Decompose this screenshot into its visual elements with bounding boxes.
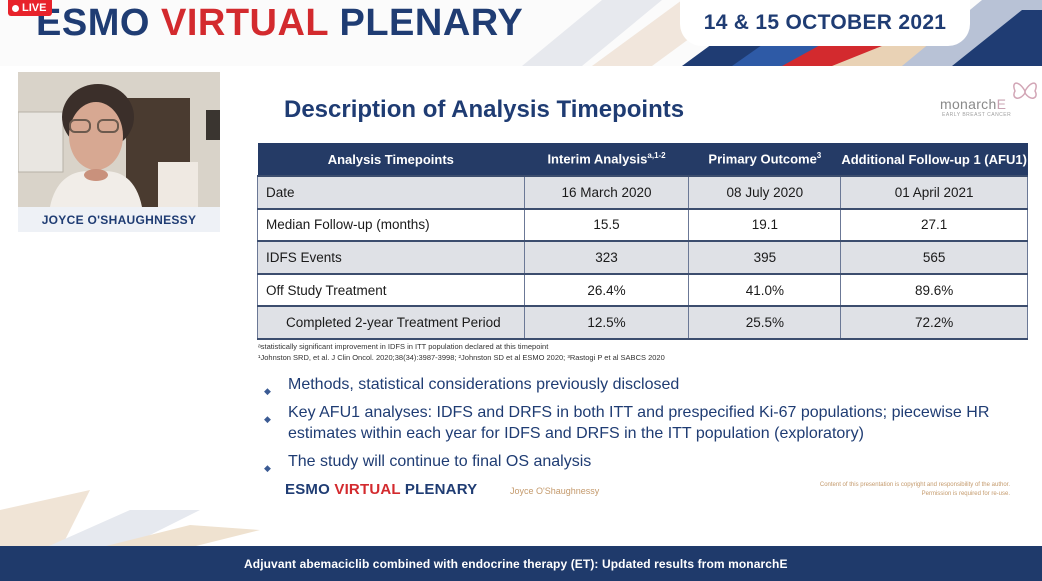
copyright-line: Content of this presentation is copyrigh… [819, 482, 1010, 488]
event-title-virtual: VIRTUAL [160, 2, 329, 44]
footer-brand-esmo: ESMO [285, 481, 330, 498]
table-cell: 26.4% [523, 272, 690, 308]
event-title-esmo: ESMO [36, 2, 150, 44]
row-label: Date [257, 175, 525, 210]
table-row: IDFS Events 323 395 565 [257, 240, 1028, 275]
table-cell: 395 [688, 240, 842, 275]
caption-text: Adjuvant abemaciclib combined with endoc… [244, 556, 788, 571]
table-cell: 25.5% [688, 305, 842, 340]
brand-name-e: E [996, 96, 1007, 112]
slide-footer-brand: ESMO VIRTUAL PLENARY [285, 481, 477, 498]
bullet-item: ◆ Methods, statistical considerations pr… [262, 374, 1002, 396]
bullet-diamond-icon: ◆ [264, 463, 271, 473]
table-cell: 19.1 [688, 207, 842, 243]
event-header: LIVE ESMO VIRTUAL PLENARY 14 & 15 OCTOBE… [0, 0, 1042, 66]
speaker-portrait [18, 72, 220, 207]
table-header-cell: Additional Follow-up 1 (AFU1) [840, 143, 1028, 176]
caption-bar: Adjuvant abemaciclib combined with endoc… [0, 546, 1042, 581]
bullet-text: Methods, statistical considerations prev… [288, 376, 680, 393]
speaker-video [18, 72, 220, 207]
footer-brand-plenary: PLENARY [404, 481, 478, 498]
bullet-diamond-icon: ◆ [264, 386, 271, 396]
table-cell: 89.6% [840, 272, 1028, 308]
table-row: Completed 2-year Treatment Period 12.5% … [257, 305, 1028, 340]
event-title-plenary: PLENARY [339, 2, 524, 44]
table-cell: 323 [523, 240, 690, 275]
table-cell: 41.0% [688, 272, 842, 308]
live-dot-icon [12, 4, 19, 12]
table-cell: 15.5 [523, 207, 690, 243]
brand-name-main: monarch [940, 96, 997, 112]
table-row: Off Study Treatment 26.4% 41.0% 89.6% [257, 272, 1028, 308]
footer-brand-virtual: VIRTUAL [334, 481, 401, 498]
row-label: Off Study Treatment [257, 272, 525, 308]
footer-decoration [0, 490, 260, 550]
live-badge: LIVE [8, 0, 53, 16]
table-footnotes: ᵃstatistically significant improvement i… [258, 341, 665, 363]
table-cell: 27.1 [840, 207, 1028, 243]
footnote: ᵃstatistically significant improvement i… [258, 342, 549, 351]
brand-name: monarchE [940, 96, 1006, 112]
bullet-item: ◆ Key AFU1 analyses: IDFS and DRFS in bo… [262, 402, 1002, 444]
speaker-panel: JOYCE O'SHAUGHNESSY [18, 72, 220, 232]
row-label: Completed 2-year Treatment Period [257, 305, 525, 340]
event-title: ESMO VIRTUAL PLENARY [36, 2, 523, 45]
bullet-diamond-icon: ◆ [264, 414, 271, 424]
row-label: IDFS Events [257, 240, 525, 275]
event-dates: 14 & 15 OCTOBER 2021 [680, 0, 970, 46]
table-cell: 01 April 2021 [840, 175, 1028, 210]
table-cell: 565 [840, 240, 1028, 275]
copyright-line: Permission is required for re-use. [921, 491, 1010, 497]
bullet-text: The study will continue to final OS anal… [288, 453, 592, 470]
slide-title: Description of Analysis Timepoints [284, 96, 685, 123]
slide-footer-speaker: Joyce O'Shaughnessy [510, 486, 600, 496]
brand-subtitle: EARLY BREAST CANCER [942, 112, 1012, 118]
analysis-timepoints-table: Analysis Timepoints Interim Analysisa,1-… [257, 143, 1028, 340]
table-cell: 12.5% [523, 305, 690, 340]
table-cell: 72.2% [840, 305, 1028, 340]
table-header-cell: Primary Outcome3 [688, 143, 841, 176]
row-label: Median Follow-up (months) [257, 207, 525, 243]
table-cell: 16 March 2020 [523, 175, 690, 210]
bullet-item: ◆ The study will continue to final OS an… [262, 451, 1002, 473]
bullet-list: ◆ Methods, statistical considerations pr… [262, 374, 1002, 479]
table-row: Date 16 March 2020 08 July 2020 01 April… [257, 175, 1028, 210]
table-header-cell: Analysis Timepoints [257, 143, 525, 176]
table-row: Median Follow-up (months) 15.5 19.1 27.1 [257, 207, 1028, 243]
table-cell: 08 July 2020 [688, 175, 842, 210]
slide-footer-copyright: Content of this presentation is copyrigh… [760, 481, 1010, 499]
footnote: ¹Johnston SRD, et al. J Clin Oncol. 2020… [258, 353, 665, 362]
monarche-logo: monarchE EARLY BREAST CANCER [940, 82, 1040, 124]
table-header-cell: Interim Analysisa,1-2 [524, 143, 689, 176]
speaker-name: JOYCE O'SHAUGHNESSY [41, 212, 197, 227]
table-header-row: Analysis Timepoints Interim Analysisa,1-… [257, 143, 1028, 176]
butterfly-icon [1013, 82, 1037, 99]
live-label: LIVE [22, 2, 47, 14]
bullet-text: Key AFU1 analyses: IDFS and DRFS in both… [288, 404, 990, 442]
